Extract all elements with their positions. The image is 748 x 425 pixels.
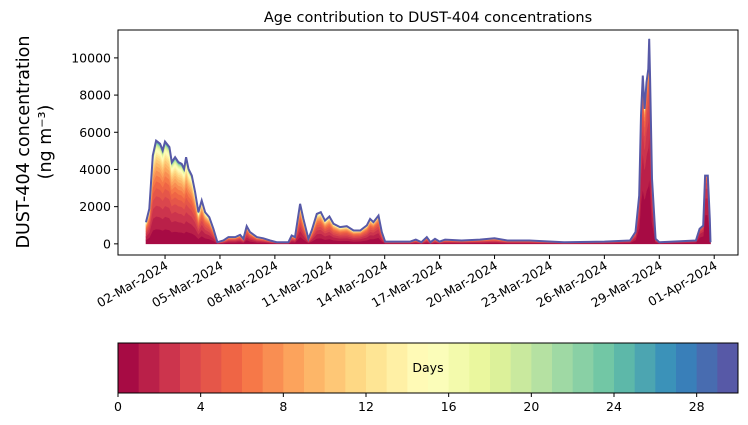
- plot-frame: [117, 29, 739, 256]
- colorbar-bin-16: [448, 343, 470, 393]
- age-band-24: [145, 38, 711, 243]
- y-tick-label: 2000: [79, 199, 111, 214]
- colorbar-label: Days: [412, 360, 443, 375]
- colorbar-bin-26: [655, 343, 677, 393]
- age-band-18: [145, 38, 711, 243]
- age-band-3: [145, 80, 711, 244]
- colorbar-bin-14: [407, 343, 429, 393]
- colorbar-bin-7: [262, 343, 284, 393]
- colorbar-tick-label: 28: [689, 399, 705, 414]
- colorbar-bin-23: [593, 343, 615, 393]
- colorbar: 0 4 8 12 16 20 24 28: [114, 342, 739, 414]
- age-band-27: [145, 38, 711, 243]
- age-band-6: [145, 51, 711, 243]
- colorbar-tick-label: 16: [441, 399, 457, 414]
- colorbar-bin-4: [200, 343, 222, 393]
- age-band-13: [145, 39, 711, 243]
- age-band-11: [145, 40, 711, 243]
- age-band-29: [145, 38, 711, 243]
- colorbar-bin-18: [490, 343, 512, 393]
- colorbar-bin-5: [221, 343, 243, 393]
- colorbar-tick-label: 24: [606, 399, 622, 414]
- colorbar-bin-10: [324, 343, 346, 393]
- age-band-10: [145, 41, 711, 243]
- colorbar-bin-28: [696, 343, 718, 393]
- colorbar-frame: [117, 342, 739, 394]
- y-tick-label: 4000: [79, 162, 111, 177]
- chart-title: Age contribution to DUST-404 concentrati…: [264, 10, 592, 26]
- colorbar-tick-label: 20: [523, 399, 539, 414]
- colorbar-bin-11: [345, 343, 367, 393]
- age-band-9: [145, 42, 711, 243]
- colorbar-bin-21: [552, 343, 574, 393]
- colorbar-bin-13: [386, 343, 408, 393]
- colorbar-bin-3: [180, 343, 202, 393]
- colorbar-bin-25: [634, 343, 656, 393]
- age-band-25: [145, 38, 711, 243]
- age-band-8: [145, 44, 711, 243]
- y-tick-label: 10000: [71, 50, 111, 65]
- colorbar-bin-19: [510, 343, 532, 393]
- age-band-2: [145, 100, 711, 244]
- colorbar-bin-0: [118, 343, 140, 393]
- stacked-age-areas: [145, 38, 712, 245]
- colorbar-bin-2: [159, 343, 181, 393]
- age-band-4: [145, 66, 711, 244]
- colorbar-bin-15: [428, 343, 450, 393]
- age-band-23: [145, 38, 711, 243]
- age-band-19: [145, 38, 711, 243]
- colorbar-bin-29: [717, 343, 739, 393]
- colorbar-tick-label: 12: [358, 399, 374, 414]
- total-line: [145, 38, 712, 244]
- colorbar-bin-9: [304, 343, 326, 393]
- age-band-1: [145, 130, 711, 244]
- colorbar-bin-22: [572, 343, 594, 393]
- colorbar-bin-12: [366, 343, 388, 393]
- age-band-12: [145, 40, 711, 243]
- age-band-5: [145, 57, 711, 243]
- age-band-15: [145, 39, 711, 243]
- age-band-14: [145, 39, 711, 243]
- age-band-21: [145, 38, 711, 243]
- colorbar-bin-6: [242, 343, 264, 393]
- age-band-17: [145, 39, 711, 243]
- y-tick-label: 8000: [79, 88, 111, 103]
- colorbar-tick-label: 4: [197, 399, 205, 414]
- age-band-20: [145, 38, 711, 243]
- y-axis-label: DUST-404 concentration: [14, 36, 34, 249]
- age-band-0: [145, 176, 711, 245]
- age-band-7: [145, 47, 711, 243]
- colorbar-tick-label: 8: [279, 399, 287, 414]
- colorbar-bin-27: [676, 343, 698, 393]
- colorbar-bin-1: [138, 343, 160, 393]
- y-tick-label: 0: [103, 236, 111, 251]
- age-band-22: [145, 38, 711, 243]
- colorbar-bin-17: [469, 343, 491, 393]
- age-band-16: [145, 39, 711, 243]
- colorbar-bin-8: [283, 343, 305, 393]
- colorbar-tick-label: 0: [114, 399, 122, 414]
- y-axis-unit-label: (ng m⁻³): [36, 105, 56, 180]
- age-band-26: [145, 38, 711, 243]
- age-band-28: [145, 38, 711, 243]
- colorbar-bin-20: [531, 343, 553, 393]
- colorbar-bin-24: [614, 343, 636, 393]
- y-tick-label: 6000: [79, 125, 111, 140]
